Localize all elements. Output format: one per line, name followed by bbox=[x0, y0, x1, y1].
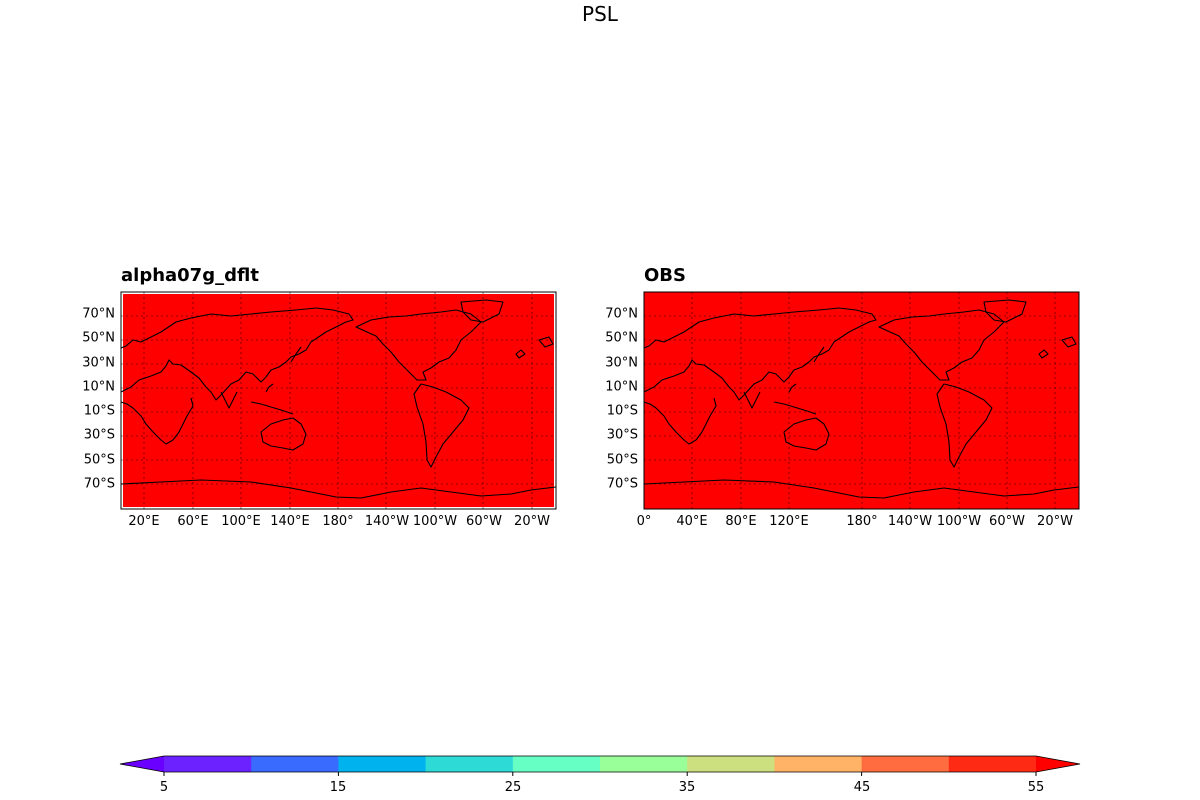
map-frame bbox=[120, 291, 557, 510]
lat-tick-label: 30°N bbox=[605, 355, 638, 371]
panel-title-obs: OBS bbox=[644, 265, 686, 286]
lon-tick-label: 80°E bbox=[725, 514, 757, 529]
lon-tick-label: 180° bbox=[322, 514, 354, 529]
colorbar-segment bbox=[948, 756, 1037, 772]
map-frame bbox=[643, 291, 1080, 510]
colorbar-extend-high bbox=[1036, 756, 1080, 772]
lat-tick-label: 70°N bbox=[82, 306, 115, 322]
lat-tick-label: 10°N bbox=[605, 379, 638, 395]
colorbar-tick-label: 45 bbox=[853, 780, 871, 795]
lon-tick-label: 20°W bbox=[1037, 514, 1073, 529]
lat-tick-label: 70°N bbox=[605, 306, 638, 322]
field-fill bbox=[644, 292, 1079, 509]
lat-tick-label: 50°S bbox=[83, 452, 115, 468]
lon-tick-label: 140°W bbox=[887, 514, 933, 529]
colorbar-segment bbox=[425, 756, 514, 772]
lon-tick-label: 140°E bbox=[270, 514, 310, 529]
colorbar-segment bbox=[687, 756, 775, 772]
colorbar-tick-label: 15 bbox=[329, 780, 347, 795]
colorbar-extend-low bbox=[120, 756, 164, 772]
colorbar-tick-label: 25 bbox=[504, 780, 522, 795]
lon-tick-label: 0° bbox=[636, 514, 652, 529]
lon-tick-label: 20°E bbox=[128, 514, 160, 529]
colorbar-segment bbox=[861, 756, 950, 772]
lon-tick-label: 60°E bbox=[177, 514, 209, 529]
colorbar-segment bbox=[774, 756, 863, 772]
map-panel-model bbox=[120, 291, 557, 510]
lon-tick-label: 140°W bbox=[364, 514, 410, 529]
lat-tick-label: 30°N bbox=[82, 355, 115, 371]
colorbar-tick-label: 5 bbox=[159, 780, 169, 795]
lat-tick-label: 10°S bbox=[606, 403, 638, 419]
colorbar-tick-label: 35 bbox=[678, 780, 696, 795]
colorbar-segment bbox=[338, 756, 427, 772]
colorbar-segment bbox=[600, 756, 688, 772]
panel-title-model: alpha07g_dflt bbox=[121, 265, 259, 286]
lat-tick-label: 50°N bbox=[82, 330, 115, 346]
map-panel-obs bbox=[643, 291, 1080, 510]
lat-tick-label: 70°S bbox=[83, 476, 115, 492]
lon-tick-label: 60°W bbox=[989, 514, 1025, 529]
figure-title: PSL bbox=[582, 2, 618, 26]
lat-tick-label: 30°S bbox=[83, 427, 115, 443]
colorbar-tick-label: 55 bbox=[1027, 780, 1045, 795]
lon-tick-label: 100°E bbox=[221, 514, 261, 529]
lon-tick-label: 40°E bbox=[676, 514, 708, 529]
lon-tick-label: 180° bbox=[846, 514, 878, 529]
graticule bbox=[121, 292, 556, 509]
colorbar-segment bbox=[251, 756, 339, 772]
field-fill bbox=[123, 294, 554, 507]
colorbar bbox=[119, 755, 1081, 776]
lat-tick-label: 10°N bbox=[82, 379, 115, 395]
lat-tick-label: 50°S bbox=[606, 452, 638, 468]
graticule bbox=[644, 292, 1079, 509]
colorbar-segment bbox=[512, 756, 601, 772]
lon-tick-label: 60°W bbox=[466, 514, 502, 529]
lat-tick-label: 50°N bbox=[605, 330, 638, 346]
lat-tick-label: 30°S bbox=[606, 427, 638, 443]
lon-tick-label: 20°W bbox=[514, 514, 550, 529]
lon-tick-label: 100°W bbox=[936, 514, 982, 529]
lat-tick-label: 10°S bbox=[83, 403, 115, 419]
lon-tick-label: 120°E bbox=[769, 514, 809, 529]
lon-tick-label: 100°W bbox=[412, 514, 458, 529]
lat-tick-label: 70°S bbox=[606, 476, 638, 492]
colorbar-segment bbox=[164, 756, 252, 772]
